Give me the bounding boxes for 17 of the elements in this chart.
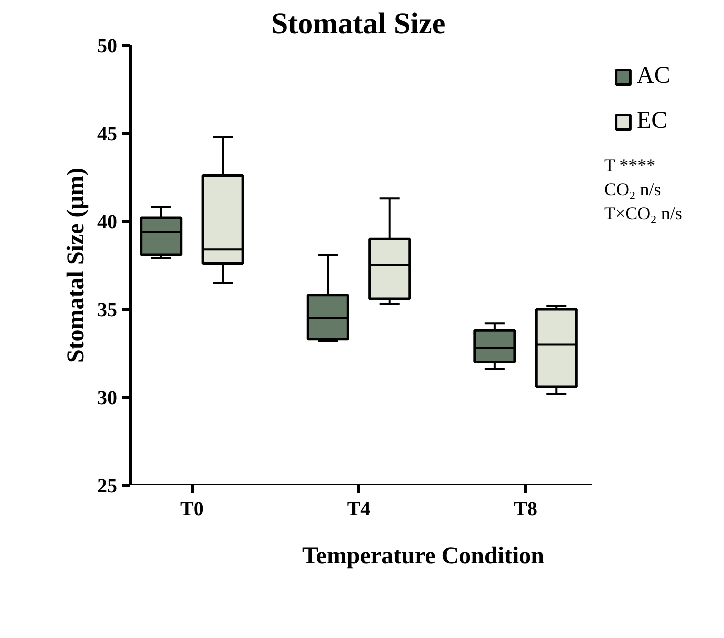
y-axis-title: Stomatal Size (µm): [64, 168, 90, 364]
text: CO₂ n/s: [604, 180, 662, 200]
y-tick-label: 45: [98, 124, 118, 146]
x-tick-label: T8: [514, 498, 538, 520]
y-tick-label: 35: [98, 300, 118, 322]
y-tick-label: 30: [98, 388, 118, 410]
y-tick-label: 40: [98, 212, 118, 234]
text: T ****: [604, 156, 656, 176]
y-tick-label: 25: [98, 476, 118, 498]
legend-label: AC: [637, 63, 670, 90]
chart-title: Stomatal Size: [272, 8, 446, 40]
x-axis-title: Temperature Condition: [302, 544, 545, 570]
legend-label: EC: [637, 108, 668, 135]
x-tick-label: T4: [347, 498, 371, 520]
text: T×CO₂ n/s: [604, 204, 682, 224]
x-tick-label: T0: [180, 498, 204, 520]
y-tick-label: 50: [98, 36, 118, 58]
